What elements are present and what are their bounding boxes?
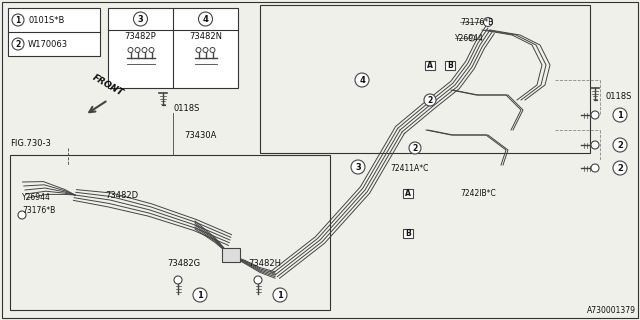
- Circle shape: [18, 211, 26, 219]
- Text: 2: 2: [428, 95, 433, 105]
- Text: B: B: [405, 228, 411, 237]
- Bar: [222, 248, 240, 262]
- Text: 2: 2: [617, 140, 623, 149]
- Text: A: A: [427, 60, 433, 69]
- Circle shape: [203, 47, 208, 52]
- Circle shape: [613, 108, 627, 122]
- Text: 2: 2: [412, 143, 418, 153]
- Text: 1: 1: [277, 291, 283, 300]
- Text: A: A: [405, 188, 411, 197]
- Text: A730001379: A730001379: [587, 306, 636, 315]
- Circle shape: [196, 47, 201, 52]
- Text: Y26944: Y26944: [22, 193, 51, 202]
- Bar: [8, 8, 100, 56]
- Circle shape: [12, 38, 24, 50]
- Circle shape: [483, 18, 493, 27]
- Circle shape: [254, 276, 262, 284]
- Text: 73176*B: 73176*B: [460, 18, 493, 27]
- Text: 73482P: 73482P: [125, 31, 156, 41]
- Circle shape: [469, 35, 475, 41]
- Text: 2: 2: [15, 39, 20, 49]
- Text: 3: 3: [355, 163, 361, 172]
- Text: FIG.730-3: FIG.730-3: [10, 139, 51, 148]
- Text: 73482G: 73482G: [167, 259, 200, 268]
- Bar: [10, 155, 330, 310]
- Text: 72411A*C: 72411A*C: [390, 164, 428, 172]
- Bar: [260, 5, 590, 153]
- Text: FRONT: FRONT: [91, 73, 125, 98]
- Circle shape: [613, 138, 627, 152]
- Circle shape: [135, 47, 140, 52]
- Text: W170063: W170063: [28, 39, 68, 49]
- Circle shape: [149, 47, 154, 52]
- Circle shape: [174, 276, 182, 284]
- Circle shape: [273, 288, 287, 302]
- Circle shape: [591, 141, 599, 149]
- Bar: [425, 60, 435, 69]
- Bar: [403, 188, 413, 197]
- Circle shape: [128, 47, 133, 52]
- Circle shape: [591, 111, 599, 119]
- Text: B: B: [447, 60, 453, 69]
- Text: 73482N: 73482N: [189, 31, 222, 41]
- Text: 1: 1: [197, 291, 203, 300]
- Circle shape: [351, 160, 365, 174]
- Circle shape: [142, 47, 147, 52]
- Text: 0101S*B: 0101S*B: [28, 15, 65, 25]
- Text: 0118S: 0118S: [173, 103, 200, 113]
- Text: 73176*B: 73176*B: [22, 205, 55, 214]
- Bar: [403, 228, 413, 237]
- Circle shape: [613, 161, 627, 175]
- Text: 7242lB*C: 7242lB*C: [460, 188, 496, 197]
- Text: 0118S: 0118S: [605, 92, 632, 100]
- Circle shape: [355, 73, 369, 87]
- Text: Y26944: Y26944: [455, 34, 484, 43]
- Circle shape: [134, 12, 147, 26]
- Text: 73482H: 73482H: [248, 259, 281, 268]
- Circle shape: [12, 14, 24, 26]
- Text: 1: 1: [15, 15, 20, 25]
- Circle shape: [198, 12, 212, 26]
- Text: 1: 1: [617, 110, 623, 119]
- Text: 2: 2: [617, 164, 623, 172]
- Text: 73482D: 73482D: [105, 190, 138, 199]
- Text: 3: 3: [138, 14, 143, 23]
- Bar: [445, 60, 455, 69]
- Text: 4: 4: [359, 76, 365, 84]
- Circle shape: [424, 94, 436, 106]
- Bar: [108, 8, 238, 88]
- Text: 73430A: 73430A: [184, 131, 216, 140]
- Text: 4: 4: [203, 14, 209, 23]
- Circle shape: [591, 164, 599, 172]
- Circle shape: [210, 47, 215, 52]
- Circle shape: [193, 288, 207, 302]
- Circle shape: [409, 142, 421, 154]
